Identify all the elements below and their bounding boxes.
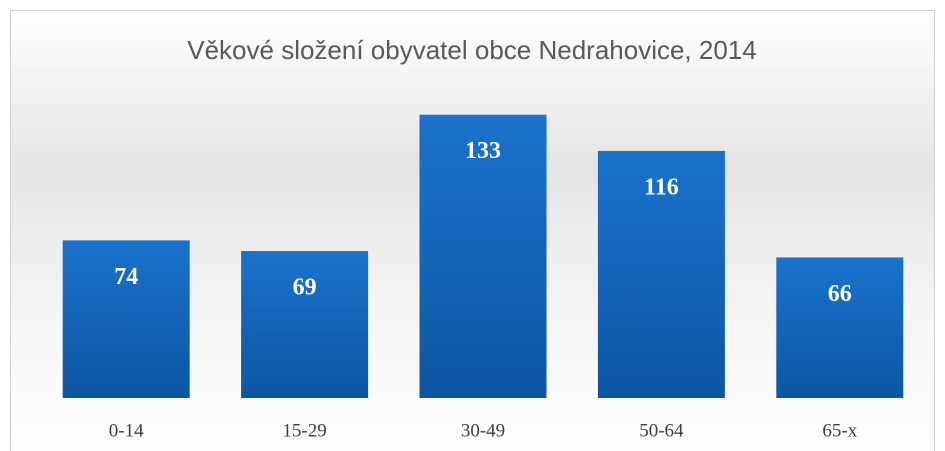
bar [419,114,547,399]
x-tick-label: 30-49 [461,420,505,441]
bar [241,251,369,398]
bar [776,257,904,398]
bar [597,150,725,398]
data-label: 133 [465,138,501,164]
x-tick-label: 50-64 [639,420,684,441]
data-label: 116 [644,174,679,200]
x-tick-label: 0-14 [109,420,144,441]
chart-title: Věkové složení obyvatel obce Nedrahovice… [187,35,756,65]
data-label: 66 [828,281,852,307]
data-label: 74 [114,264,138,290]
x-tick-label: 15-29 [282,420,326,441]
data-label: 69 [293,275,317,301]
bar [62,240,190,398]
x-tick-label: 65-x [822,420,857,441]
